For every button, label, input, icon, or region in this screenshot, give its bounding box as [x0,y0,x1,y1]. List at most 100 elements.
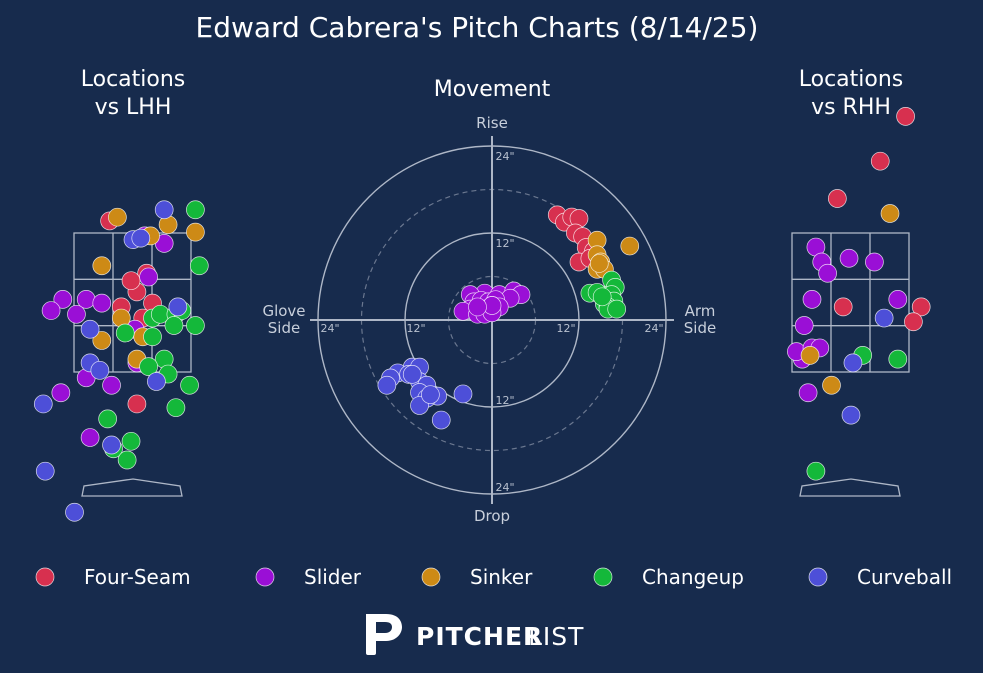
pitch-dot-changeup [121,431,141,451]
pitch-dot-slider [139,267,158,287]
pitch-dot-curveball [843,353,863,373]
movement-dot-changeup [592,287,612,307]
pitches-movement [377,205,640,430]
pitch-dot-changeup [888,349,908,369]
pitch-dot-four-seam [904,312,923,332]
pitch-dot-curveball [874,308,894,328]
pitch-dot-changeup [186,316,205,335]
pitch-dot-changeup [117,450,137,470]
pitch-dot-curveball [131,228,151,248]
pitch-dot-four-seam [833,297,853,317]
pitch-dot-four-seam [870,151,890,171]
legend-label-changeup: Changeup [642,565,744,589]
pitch-dot-changeup [139,357,158,376]
pitch-dot-slider [67,304,86,324]
pitches-lhh [33,200,209,522]
legend: Four-Seam Slider Sinker Changeup Curveball [35,565,952,589]
pitch-dot-curveball [147,372,166,391]
pitch-dot-changeup [115,323,135,343]
ring-label: 12" [495,237,514,250]
pitch-dot-changeup [180,375,199,395]
pitcherlist-logo: PITCHER LIST [366,614,584,655]
pitch-dot-four-seam [827,189,847,208]
pitch-dot-changeup [189,256,209,276]
pitch-dot-four-seam [127,394,147,414]
pitch-dot-curveball [841,405,861,425]
locations-vs-rhh-panel: Locations vs RHH [787,67,931,497]
movement-dot-sinker [620,236,640,256]
legend-swatch-sinker [421,567,441,587]
pitch-dot-slider [80,428,100,447]
pitch-dot-slider [818,263,837,283]
pitch-dot-four-seam [911,297,931,317]
pitch-dot-sinker [92,331,112,350]
legend-label-slider: Slider [304,565,362,589]
label-rise: Rise [476,114,508,132]
panel-title-lhh: Locations vs LHH [81,67,186,120]
pitch-dot-slider [102,375,121,395]
pitch-dot-changeup [166,398,186,418]
locations-vs-lhh-panel: Locations vs LHH [33,67,209,522]
home-plate-lhh [81,478,183,497]
pitcherlist-p-icon [366,614,402,655]
legend-label-sinker: Sinker [470,565,533,589]
movement-dot-slider [468,297,487,317]
pitch-dot-sinker [92,256,112,276]
label-glove-side: Glove Side [262,302,305,337]
pitch-dot-sinker [822,375,841,395]
branding-bold: PITCHER [416,622,543,651]
legend-swatch-changeup [593,567,613,587]
figure-title: Edward Cabrera's Pitch Charts (8/14/25) [196,11,759,44]
ring-label: 12" [406,322,425,335]
pitch-dot-changeup [186,200,205,220]
movement-dot-curveball [421,385,440,405]
pitch-dot-slider [839,248,859,268]
ring-label: 24" [644,322,663,335]
pitch-dot-changeup [98,409,118,429]
ring-label: 24" [320,322,339,335]
movement-panel: Movement 12" 24" 12" 24" 12" 24" 12" 24" Rise D… [262,77,716,525]
pitches-rhh [787,107,931,481]
pitch-dot-curveball [168,297,188,317]
pitch-dot-slider [41,301,61,320]
legend-label-four-seam: Four-Seam [84,565,191,589]
movement-dot-curveball [431,410,451,430]
panel-title-rhh: Locations vs RHH [799,67,904,120]
pitch-dot-curveball [65,502,84,522]
pitch-dot-sinker [800,346,820,365]
pitch-dot-slider [865,252,884,272]
movement-dot-curveball [402,365,422,384]
pitch-dot-changeup [806,461,826,481]
legend-label-curveball: Curveball [857,565,952,589]
movement-dot-curveball [377,375,397,395]
pitch-dot-curveball [154,200,174,220]
pitch-dot-four-seam [896,107,915,126]
pitch-dot-curveball [35,461,55,481]
pitch-dot-sinker [880,204,900,223]
ring-labels: 12" 24" 12" 24" 12" 24" 12" 24" [320,150,663,494]
pitch-dot-curveball [80,319,100,339]
pitch-dot-curveball [33,394,53,414]
movement-dot-sinker [589,254,609,273]
pitch-dot-slider [802,290,822,309]
label-drop: Drop [474,507,510,525]
pitch-dot-slider [92,293,112,313]
home-plate-rhh [799,478,901,497]
label-arm-side: Arm Side [684,302,716,337]
legend-swatch-curveball [808,567,828,587]
ring-label: 24" [495,150,514,163]
ring-label: 12" [556,322,575,335]
pitch-dot-sinker [186,222,205,242]
pitch-dot-slider [53,290,73,309]
ring-label: 24" [495,481,514,494]
pitch-dot-slider [888,290,908,309]
pitch-dot-slider [51,383,71,403]
pitch-dot-slider [798,383,818,403]
branding-light: LIST [528,622,584,651]
pitch-dot-changeup [143,327,162,347]
pitch-dot-four-seam [121,271,141,291]
movement-dot-curveball [453,384,473,404]
pitch-dot-slider [794,316,814,335]
pitch-dot-curveball [102,435,121,455]
